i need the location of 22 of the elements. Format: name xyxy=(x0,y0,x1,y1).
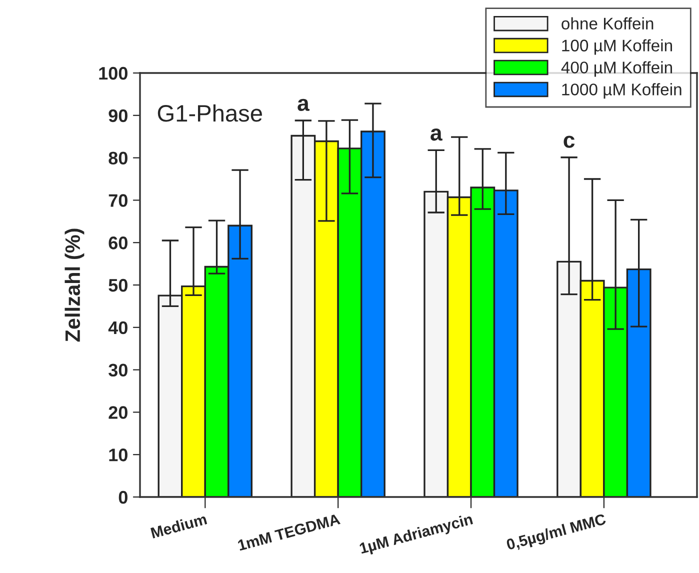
y-tick-label: 40 xyxy=(108,321,128,334)
legend-label: ohne Koffein xyxy=(562,17,654,30)
legend-label: 100 µM Koffein xyxy=(562,39,672,55)
y-tick-label: 90 xyxy=(108,109,128,122)
y-axis-title: Zellzahl (%) xyxy=(64,228,84,342)
x-tick-label: 1mM TEGDMA xyxy=(237,513,341,551)
legend-label: 1000 µM Koffein xyxy=(562,83,682,99)
y-tick-label: 80 xyxy=(108,152,128,165)
y-tick-label: 0 xyxy=(118,490,128,504)
y-tick-label: 60 xyxy=(108,236,128,250)
x-tick-label: Medium xyxy=(150,513,208,538)
annotation: G1-Phase xyxy=(158,104,262,122)
y-tick-label: 50 xyxy=(108,278,128,292)
y-tick-label: 10 xyxy=(109,448,128,462)
legend-label: 400 µM Koffein xyxy=(561,61,672,77)
y-tick-label: 20 xyxy=(108,406,128,419)
annotation: a xyxy=(430,128,442,141)
y-tick-label: 30 xyxy=(108,364,128,377)
y-tick-label: 70 xyxy=(108,194,128,207)
annotation: a xyxy=(298,98,310,112)
y-tick-label: 100 xyxy=(99,66,128,80)
annotation: c xyxy=(564,136,575,148)
